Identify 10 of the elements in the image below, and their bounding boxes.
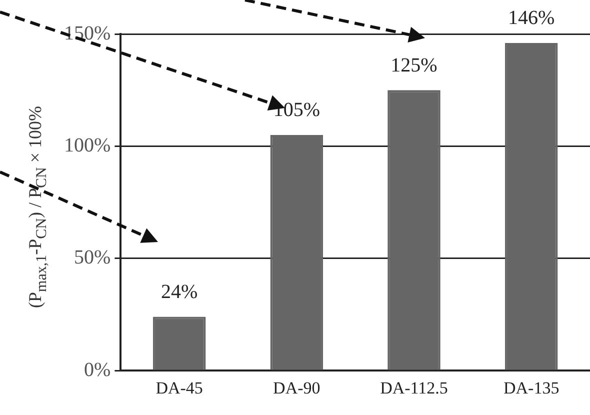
data-label: 146% bbox=[508, 7, 555, 30]
data-label: 125% bbox=[390, 54, 438, 76]
y-tick-label: 100% bbox=[64, 134, 111, 156]
x-tick-label: DA-45 bbox=[156, 378, 203, 398]
x-tick-label: DA-90 bbox=[273, 378, 320, 398]
data-label: 24% bbox=[160, 280, 198, 303]
x-tick-label: DA-112.5 bbox=[380, 378, 448, 398]
x-tick-label: DA-135 bbox=[503, 378, 560, 398]
y-tick-label: 0% bbox=[84, 358, 111, 381]
y-tick-label: 50% bbox=[74, 246, 111, 269]
